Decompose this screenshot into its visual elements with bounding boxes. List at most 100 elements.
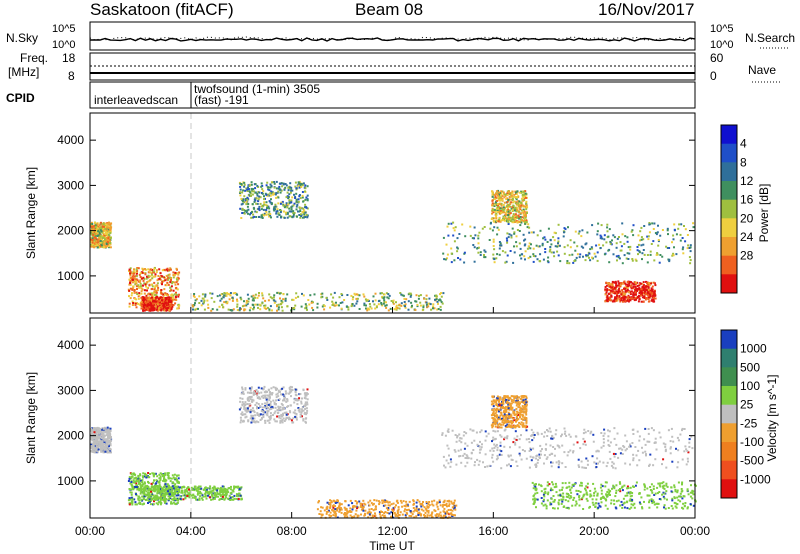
scatter-cell xyxy=(383,301,386,304)
scatter-cell xyxy=(277,308,280,311)
scatter-cell xyxy=(246,209,249,212)
scatter-cell xyxy=(129,287,132,290)
scatter-cell xyxy=(499,207,502,210)
scatter-cell xyxy=(90,233,93,236)
scatter-cell xyxy=(277,187,280,190)
scatter-cell xyxy=(224,494,227,497)
scatter-cell xyxy=(100,431,103,434)
scatter-cell xyxy=(100,450,103,453)
scatter-cell xyxy=(524,238,527,241)
scatter-cell xyxy=(288,202,291,204)
scatter-cell xyxy=(168,493,171,496)
scatter-cell xyxy=(519,224,522,227)
scatter-cell xyxy=(621,291,624,293)
scatter-cell xyxy=(571,253,574,256)
scatter-cell xyxy=(151,277,154,280)
scatter-cell xyxy=(274,410,277,413)
scatter-cell xyxy=(507,216,510,219)
scatter-cell xyxy=(643,297,646,299)
scatter-cell xyxy=(450,261,453,264)
scatter-cell xyxy=(620,245,623,248)
scatter-cell xyxy=(310,300,313,303)
scatter-cell xyxy=(609,291,612,294)
scatter-cell xyxy=(295,413,298,416)
scatter-cell xyxy=(294,195,297,198)
scatter-cell xyxy=(247,300,250,303)
scatter-cell xyxy=(596,251,599,254)
scatter-cell xyxy=(284,297,287,300)
scatter-cell xyxy=(504,219,506,222)
scatter-cell xyxy=(157,503,159,506)
scatter-cell xyxy=(145,485,148,488)
scatter-cell xyxy=(596,230,599,233)
scatter-cell xyxy=(171,296,174,299)
scatter-cell xyxy=(675,233,678,236)
scatter-cell xyxy=(304,216,307,218)
scatter-cell xyxy=(650,243,653,245)
scatter-cell xyxy=(109,450,112,453)
scatter-cell xyxy=(544,238,547,241)
scatter-cell xyxy=(668,260,671,263)
scatter-cell xyxy=(654,232,657,234)
scatter-cell xyxy=(257,421,260,424)
scatter-cell xyxy=(161,473,163,476)
scatter-cell xyxy=(133,291,136,294)
scatter-cell xyxy=(165,284,168,287)
scatter-cell xyxy=(496,233,499,236)
scatter-cell xyxy=(220,490,223,493)
scatter-cell xyxy=(176,491,179,494)
scatter-cell xyxy=(418,294,420,297)
scatter-cell xyxy=(151,296,153,299)
scatter-cell xyxy=(588,256,590,259)
scatter-cell xyxy=(648,282,650,284)
scatter-cell xyxy=(99,226,102,229)
scatter-cell xyxy=(514,208,517,211)
scatter-cell xyxy=(171,282,174,285)
scatter-cell xyxy=(415,300,418,303)
scatter-cell xyxy=(231,296,234,299)
scatter-cell xyxy=(157,489,160,492)
scatter-cell xyxy=(101,429,104,431)
scatter-cell xyxy=(95,240,98,243)
scatter-cell xyxy=(483,254,485,256)
scatter-cell xyxy=(331,304,334,306)
scatter-cell xyxy=(201,293,204,296)
scatter-cell xyxy=(248,183,251,186)
scatter-cell xyxy=(440,295,443,298)
scatter-cell xyxy=(628,252,631,255)
scatter-cell xyxy=(101,225,104,228)
scatter-cell xyxy=(148,279,151,282)
scatter-cell xyxy=(135,268,138,271)
scatter-cell xyxy=(147,502,149,504)
scatter-cell xyxy=(247,420,250,423)
scatter-cell xyxy=(109,241,112,244)
scatter-cell xyxy=(230,498,233,501)
scatter-cell xyxy=(297,407,300,409)
scatter-cell xyxy=(109,230,112,233)
scatter-cell xyxy=(155,485,158,488)
scatter-cell xyxy=(524,214,526,217)
scatter-cell xyxy=(265,213,268,216)
nave-tick-top: 60 xyxy=(710,51,724,65)
scatter-cell xyxy=(155,502,158,505)
scatter-cell xyxy=(131,292,133,295)
scatter-cell xyxy=(615,246,618,249)
scatter-cell xyxy=(180,489,183,492)
scatter-cell xyxy=(108,435,110,438)
scatter-cell xyxy=(150,288,153,291)
scatter-cell xyxy=(257,396,260,399)
scatter-cell xyxy=(102,246,105,249)
scatter-cell xyxy=(247,397,250,400)
scatter-cell xyxy=(108,451,111,454)
scatter-cell xyxy=(292,417,295,420)
scatter-cell xyxy=(245,211,248,214)
scatter-cell xyxy=(522,190,525,193)
scatter-cell xyxy=(246,198,249,201)
scatter-cell xyxy=(109,237,112,240)
scatter-cell xyxy=(194,302,196,305)
scatter-cell xyxy=(91,432,94,435)
scatter-cell xyxy=(640,288,643,291)
scatter-cell xyxy=(607,249,610,252)
scatter-cell xyxy=(608,289,611,291)
scatter-cell xyxy=(159,472,162,475)
